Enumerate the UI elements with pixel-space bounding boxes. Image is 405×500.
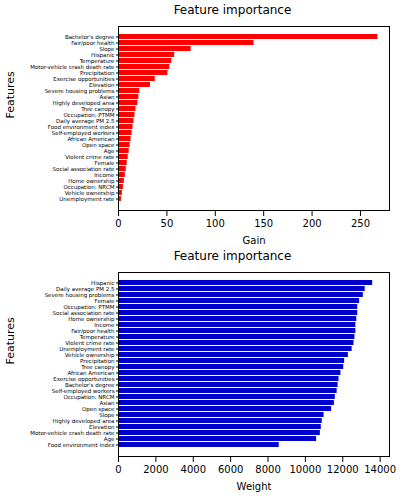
html-text:Feature importance: Feature importance — [173, 3, 292, 17]
svg-text:Income: Income — [94, 171, 115, 178]
svg-text:Features: Features — [4, 71, 17, 119]
svg-text:Home ownership: Home ownership — [68, 177, 115, 184]
svg-text:Occupation: PTMM: Occupation: PTMM — [63, 111, 115, 118]
svg-text:Unemployment rate: Unemployment rate — [59, 196, 115, 203]
svg-text:12000: 12000 — [327, 464, 359, 475]
svg-text:Daily average PM 2.5: Daily average PM 2.5 — [56, 285, 115, 292]
svg-text:Precipitation: Precipitation — [80, 69, 115, 76]
svg-text:Precipitation: Precipitation — [80, 357, 115, 364]
svg-text:Severe housing problems: Severe housing problems — [44, 291, 115, 298]
svg-text:Fair/poor health: Fair/poor health — [71, 327, 115, 334]
svg-text:Self-employed workers: Self-employed workers — [51, 129, 115, 136]
svg-text:Food environment index: Food environment index — [48, 442, 116, 448]
svg-text:Daily average PM 2.5: Daily average PM 2.5 — [56, 117, 115, 124]
svg-text:African American: African American — [67, 135, 115, 142]
svg-text:Self-employed workers: Self-employed workers — [51, 387, 115, 394]
svg-text:African American: African American — [67, 369, 115, 376]
svg-text:Vehicle ownership: Vehicle ownership — [64, 189, 115, 196]
svg-text:Open space: Open space — [81, 405, 115, 412]
svg-text:Tree canopy: Tree canopy — [81, 363, 115, 370]
svg-text:Exercise opportunities: Exercise opportunities — [53, 75, 115, 82]
svg-text:Highly developed area: Highly developed area — [52, 99, 115, 106]
svg-text:Bachelor's degree: Bachelor's degree — [64, 381, 115, 388]
svg-text:Asian: Asian — [99, 93, 115, 100]
svg-text:2000: 2000 — [143, 464, 168, 475]
svg-text:Female: Female — [94, 297, 115, 304]
svg-text:Severe housing problems: Severe housing problems — [44, 87, 115, 94]
svg-text:Fair/poor health: Fair/poor health — [71, 39, 115, 46]
svg-text:Occupation: NRCM: Occupation: NRCM — [63, 393, 115, 400]
svg-text:Violent crime rate: Violent crime rate — [65, 153, 115, 160]
svg-text:Social association rate: Social association rate — [52, 165, 115, 172]
svg-text:Age: Age — [103, 435, 115, 442]
svg-text:4000: 4000 — [181, 464, 206, 475]
svg-text:Motor-vehicle crash death rate: Motor-vehicle crash death rate — [30, 430, 115, 436]
svg-text:Occupation: PTMM: Occupation: PTMM — [63, 303, 115, 310]
svg-text:Highly developed area: Highly developed area — [52, 417, 115, 424]
svg-text:10000: 10000 — [289, 464, 321, 475]
svg-text:Weight: Weight — [237, 481, 272, 492]
svg-text:250: 250 — [351, 218, 370, 229]
svg-text:200: 200 — [303, 218, 322, 229]
svg-text:14000: 14000 — [364, 464, 396, 475]
svg-text:Female: Female — [94, 159, 115, 166]
svg-text:Vehicle ownership: Vehicle ownership — [64, 351, 115, 358]
svg-text:150: 150 — [254, 218, 273, 229]
svg-text:Temperature: Temperature — [79, 333, 115, 340]
svg-text:Gain: Gain — [243, 235, 266, 246]
svg-text:Open space: Open space — [81, 141, 115, 148]
svg-text:6000: 6000 — [218, 464, 243, 475]
svg-text:50: 50 — [161, 218, 174, 229]
svg-text:Slope: Slope — [99, 45, 115, 52]
svg-text:100: 100 — [206, 218, 225, 229]
svg-text:Hispanic: Hispanic — [91, 51, 115, 58]
svg-text:Unemployment rate: Unemployment rate — [59, 345, 115, 352]
svg-text:Home ownership: Home ownership — [68, 315, 115, 322]
svg-text:Temperature: Temperature — [79, 57, 115, 64]
svg-text:Income: Income — [94, 321, 115, 328]
svg-text:Social association rate: Social association rate — [52, 309, 115, 316]
svg-text:Tree canopy: Tree canopy — [81, 105, 115, 112]
svg-text:Slope: Slope — [99, 411, 115, 418]
svg-text:Features: Features — [4, 317, 17, 365]
svg-text:Elevation: Elevation — [88, 81, 115, 88]
svg-text:Occupation: NRCM: Occupation: NRCM — [63, 183, 115, 190]
svg-text:Elevation: Elevation — [88, 423, 115, 430]
svg-text:0: 0 — [115, 218, 121, 229]
svg-text:Hispanic: Hispanic — [91, 279, 115, 286]
svg-text:0: 0 — [115, 464, 121, 475]
svg-text:Violent crime rate: Violent crime rate — [65, 339, 115, 346]
svg-text:Motor-vehicle crash death rate: Motor-vehicle crash death rate — [30, 63, 115, 70]
svg-text:Age: Age — [103, 147, 115, 154]
html-text:Feature importance: Feature importance — [173, 249, 292, 263]
svg-text:Asian: Asian — [99, 399, 115, 406]
svg-text:Exercise opportunities: Exercise opportunities — [53, 375, 115, 382]
svg-text:Bachelor's degree: Bachelor's degree — [64, 33, 115, 40]
svg-text:8000: 8000 — [255, 464, 280, 475]
svg-text:Food environment index: Food environment index — [47, 123, 115, 130]
